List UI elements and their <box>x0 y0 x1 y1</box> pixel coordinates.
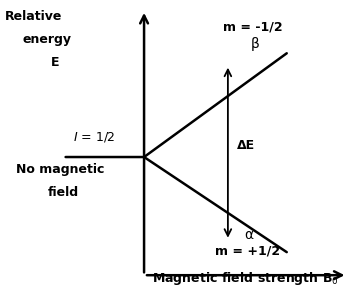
Text: energy: energy <box>23 33 72 46</box>
Text: m = -1/2: m = -1/2 <box>222 20 282 33</box>
Text: β: β <box>251 38 260 52</box>
Text: No magnetic: No magnetic <box>16 163 104 176</box>
Text: $\mathit{I}$ = 1/2: $\mathit{I}$ = 1/2 <box>73 130 115 144</box>
Text: field: field <box>48 186 79 199</box>
Text: Magnetic field strength B$_0$: Magnetic field strength B$_0$ <box>152 270 339 287</box>
Text: ΔE: ΔE <box>237 139 255 152</box>
Text: α: α <box>244 228 253 242</box>
Text: Relative: Relative <box>5 10 62 23</box>
Text: E: E <box>51 56 60 69</box>
Text: m = +1/2: m = +1/2 <box>215 245 281 258</box>
